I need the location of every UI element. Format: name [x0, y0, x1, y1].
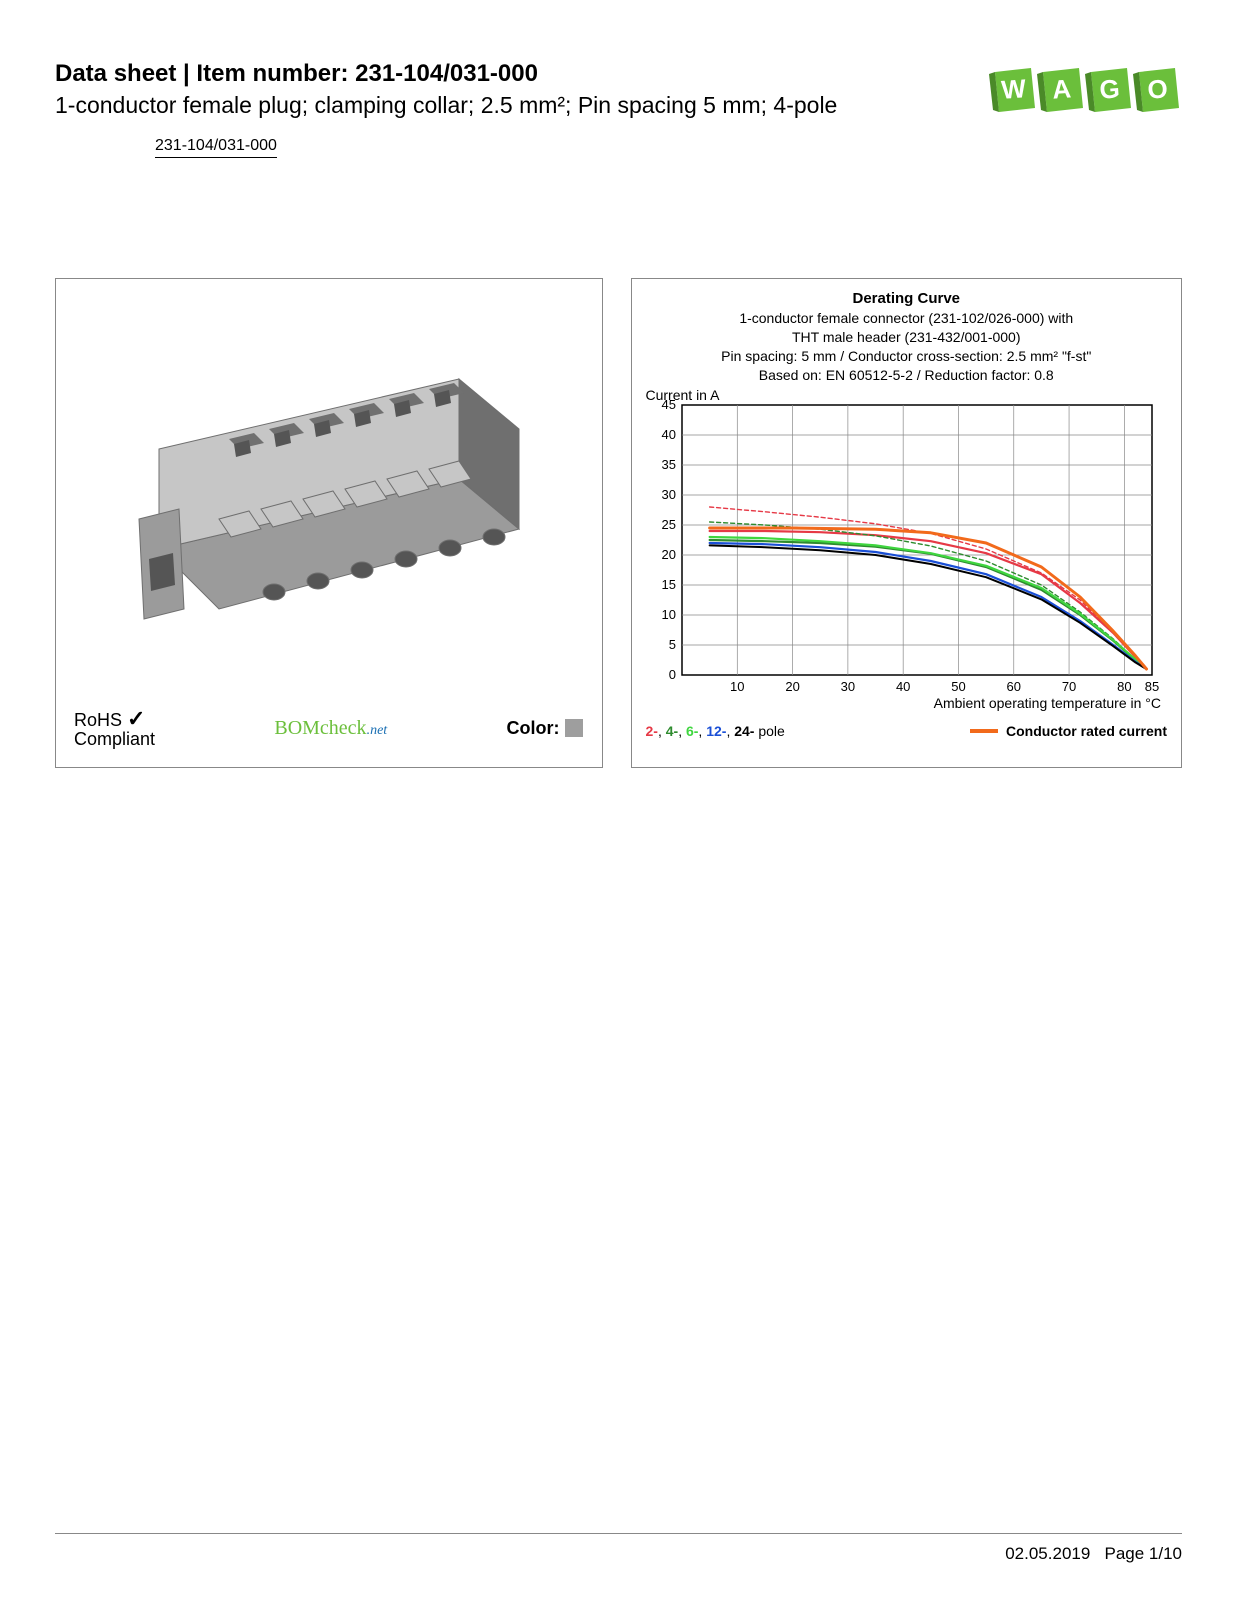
svg-text:15: 15 — [661, 577, 675, 592]
chart-title: Derating Curve — [646, 289, 1168, 309]
svg-text:85: 85 — [1144, 679, 1158, 691]
chart-legend-poles: 2-, 4-, 6-, 12-, 24- pole — [646, 723, 785, 739]
svg-text:0: 0 — [668, 667, 675, 682]
svg-text:25: 25 — [661, 517, 675, 532]
svg-text:10: 10 — [661, 607, 675, 622]
color-swatch — [565, 719, 583, 737]
page-subtitle: 1-conductor female plug; clamping collar… — [55, 92, 987, 119]
chart-y-axis-label: Current in A — [646, 387, 720, 403]
wago-logo: WAGO — [987, 64, 1182, 119]
page-footer: 02.05.2019 Page 1/10 — [55, 1533, 1182, 1564]
chart-legend-conductor: Conductor rated current — [970, 723, 1167, 739]
footer-page: Page 1/10 — [1104, 1544, 1182, 1563]
svg-text:40: 40 — [661, 427, 675, 442]
svg-text:50: 50 — [951, 679, 965, 691]
svg-text:20: 20 — [661, 547, 675, 562]
page-title: Data sheet | Item number: 231-104/031-00… — [55, 60, 987, 88]
svg-text:30: 30 — [840, 679, 854, 691]
product-image-panel: RoHS ✓ Compliant BOMcheck.net Color: — [55, 278, 603, 768]
svg-text:5: 5 — [668, 637, 675, 652]
svg-text:W: W — [1000, 73, 1027, 105]
svg-text:20: 20 — [785, 679, 799, 691]
part-number-link[interactable]: 231-104/031-000 — [155, 137, 277, 158]
bomcheck-logo: BOMcheck.net — [274, 717, 387, 740]
color-label: Color: — [506, 718, 559, 739]
title-prefix: Data sheet | Item number: — [55, 60, 355, 87]
derating-chart: 051015202530354045102030405060708085 — [646, 391, 1166, 691]
product-illustration — [99, 319, 559, 679]
svg-text:35: 35 — [661, 457, 675, 472]
svg-text:A: A — [1051, 73, 1072, 104]
color-indicator: Color: — [506, 718, 583, 739]
rohs-label: RoHS — [74, 710, 122, 730]
derating-chart-panel: Derating Curve 1-conductor female connec… — [631, 278, 1183, 768]
svg-text:O: O — [1147, 73, 1169, 104]
bomcheck-suffix: .net — [367, 723, 388, 738]
rohs-compliant-label: Compliant — [74, 730, 155, 749]
chart-sub2: THT male header (231-432/001-000) — [646, 328, 1168, 347]
svg-text:G: G — [1099, 73, 1121, 104]
svg-text:10: 10 — [730, 679, 744, 691]
svg-text:60: 60 — [1006, 679, 1020, 691]
legend-conductor-label: Conductor rated current — [1006, 723, 1167, 739]
footer-date: 02.05.2019 — [1005, 1544, 1090, 1563]
svg-text:40: 40 — [895, 679, 909, 691]
legend-swatch-icon — [970, 729, 998, 733]
svg-text:80: 80 — [1117, 679, 1131, 691]
svg-text:70: 70 — [1061, 679, 1075, 691]
chart-sub3: Pin spacing: 5 mm / Conductor cross-sect… — [646, 347, 1168, 366]
chart-sub1: 1-conductor female connector (231-102/02… — [646, 309, 1168, 328]
chart-sub4: Based on: EN 60512-5-2 / Reduction facto… — [646, 366, 1168, 385]
title-item-number: 231-104/031-000 — [355, 60, 538, 87]
chart-x-axis-label: Ambient operating temperature in °C — [646, 695, 1168, 711]
check-icon: ✓ — [127, 706, 145, 731]
svg-text:30: 30 — [661, 487, 675, 502]
rohs-compliant-badge: RoHS ✓ Compliant — [74, 707, 155, 749]
bomcheck-main: BOMcheck — [274, 717, 366, 739]
